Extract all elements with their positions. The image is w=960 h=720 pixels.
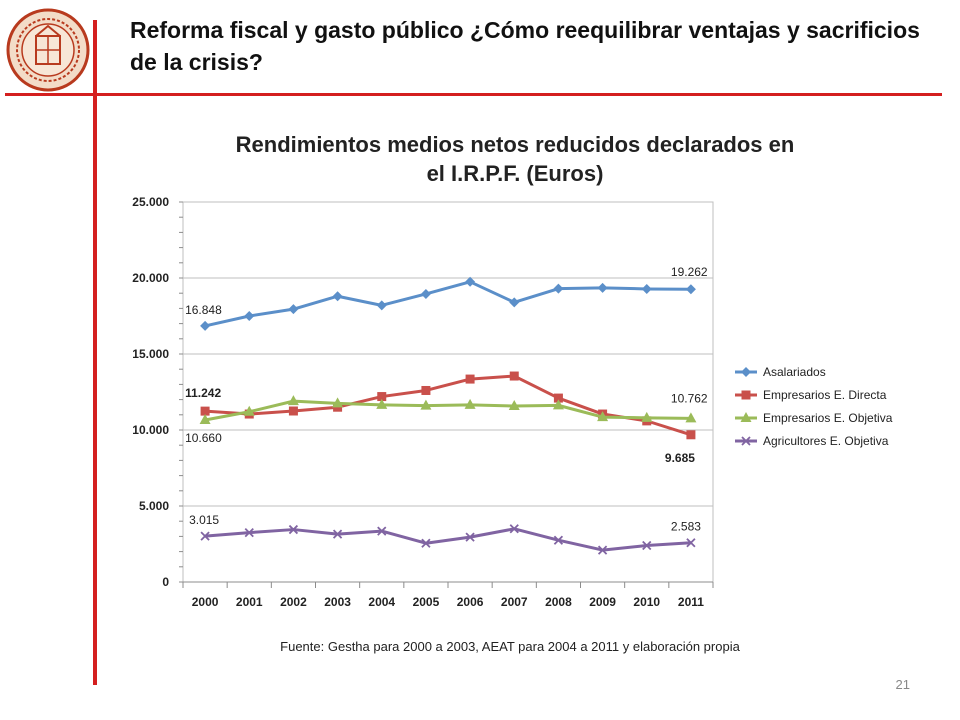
series-2-point — [377, 392, 387, 402]
data-label: 9.685 — [665, 451, 695, 465]
series-3-point — [199, 413, 211, 424]
series-4-point — [509, 524, 519, 534]
series-line-4 — [204, 527, 692, 552]
series-2-point — [288, 406, 298, 416]
legend-label: Asalariados — [763, 365, 826, 379]
series-1-point — [509, 297, 520, 308]
series-1-point — [641, 283, 652, 294]
data-label: 2.583 — [671, 520, 701, 534]
series-1-point — [288, 304, 299, 315]
series-4-point — [421, 538, 431, 548]
series-3-point — [552, 399, 564, 410]
x-tick-label: 2011 — [678, 595, 704, 609]
data-label: 3.015 — [189, 513, 219, 527]
series-2-point — [421, 385, 431, 395]
series-3-point — [597, 411, 609, 422]
x-tick-label: 2000 — [192, 595, 219, 609]
series-1-point — [553, 283, 564, 294]
university-seal-icon — [6, 8, 90, 92]
series-4-point — [465, 532, 475, 542]
x-tick-label: 2002 — [280, 595, 307, 609]
data-label: 16.848 — [185, 303, 222, 317]
x-tick-label: 2001 — [236, 595, 263, 609]
y-tick-label: 10.000 — [132, 423, 169, 437]
series-line-1 — [204, 280, 691, 328]
series-3-point — [420, 399, 432, 410]
series-2-point — [509, 371, 519, 381]
series-1-point — [332, 291, 343, 302]
y-tick-label: 5.000 — [139, 499, 169, 513]
series-3-point — [332, 397, 344, 408]
legend-label: Empresarios E. Directa — [763, 388, 887, 402]
legend-label: Agricultores E. Objetiva — [763, 434, 889, 448]
data-label: 19.262 — [671, 265, 708, 279]
y-tick-label: 15.000 — [132, 347, 169, 361]
legend-marker — [740, 412, 752, 422]
data-label: 10.660 — [185, 431, 222, 445]
legend-label: Empresarios E. Objetiva — [763, 411, 893, 425]
series-line-2 — [204, 374, 692, 437]
plot-area — [182, 201, 714, 583]
series-2-point — [686, 430, 696, 440]
accent-horizontal-rule — [5, 93, 942, 96]
chart-source-note: Fuente: Gestha para 2000 a 2003, AEAT pa… — [280, 639, 740, 654]
series-3-point — [243, 405, 255, 416]
series-4-point — [553, 535, 564, 545]
x-tick-label: 2003 — [324, 595, 351, 609]
slide-title: Reforma fiscal y gasto público ¿Cómo ree… — [130, 17, 920, 75]
series-3-point — [685, 412, 697, 423]
series-3-point — [376, 398, 388, 409]
data-label: 10.762 — [671, 391, 708, 405]
x-tick-label: 2008 — [545, 595, 572, 609]
x-tick-label: 2007 — [501, 595, 528, 609]
series-3-point — [641, 411, 653, 422]
chart-title-line-1: Rendimientos medios netos reducidos decl… — [235, 132, 795, 157]
series-1-point — [200, 320, 211, 331]
series-4-point — [642, 540, 652, 551]
series-1-point — [376, 300, 387, 311]
series-4-point — [244, 527, 254, 538]
accent-vertical-rule — [93, 20, 97, 685]
series-3-point — [508, 399, 520, 410]
y-tick-label: 0 — [162, 575, 169, 589]
page-number: 21 — [895, 677, 910, 692]
x-tick-label: 2004 — [368, 595, 395, 609]
series-3-point — [287, 395, 299, 406]
x-tick-label: 2009 — [589, 595, 616, 609]
x-tick-label: 2006 — [457, 595, 484, 609]
series-1-point — [244, 311, 255, 321]
legend-marker — [741, 390, 751, 400]
series-2-point — [465, 374, 475, 384]
chart-title-line-2: el I.R.P.F. (Euros) — [426, 161, 604, 186]
y-tick-label: 20.000 — [132, 271, 169, 285]
series-1-point — [420, 288, 431, 299]
x-tick-label: 2010 — [633, 595, 660, 609]
series-4-point — [686, 538, 696, 548]
series-2-point — [553, 393, 563, 403]
series-3-point — [464, 398, 476, 409]
series-line-3 — [204, 399, 691, 422]
series-4-point — [288, 524, 299, 535]
series-1-point — [597, 282, 608, 293]
series-4-point — [597, 545, 608, 555]
series-2-point — [200, 406, 210, 416]
legend-marker — [741, 367, 751, 377]
series-4-point — [200, 531, 210, 541]
data-label: 11.242 — [185, 386, 221, 400]
series-4-point — [332, 529, 343, 539]
chart-title: Rendimientos medios netos reducidos decl… — [170, 130, 860, 188]
legend-marker — [741, 436, 751, 446]
series-1-point — [465, 276, 476, 287]
y-tick-label: 25.000 — [132, 195, 169, 209]
x-tick-label: 2005 — [413, 595, 440, 609]
series-4-point — [377, 526, 387, 536]
series-1-point — [685, 284, 696, 295]
